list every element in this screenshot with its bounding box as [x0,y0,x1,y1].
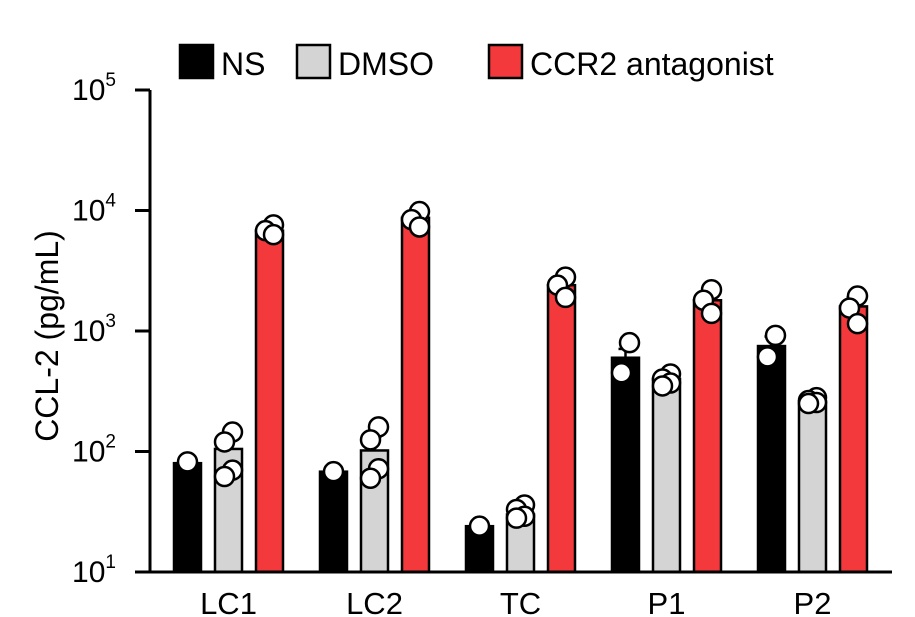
bar-group-lc1 [172,214,285,574]
y-axis-title: CCL-2 (pg/mL) [29,230,65,442]
legend-label: CCR2 antagonist [530,46,774,82]
legend-swatch [487,43,524,80]
y-tick-exponent: 3 [105,311,116,332]
data-point [618,331,641,354]
data-point [797,392,820,415]
legend-item-dmso: DMSO [295,43,434,82]
x-tick-label: P2 [794,586,832,617]
legend-swatch [178,43,215,80]
y-tick-base: 10 [72,195,105,228]
x-tick-label: LC2 [346,586,403,617]
y-tick-base: 10 [72,556,105,589]
data-point [262,223,285,246]
data-point [359,429,382,451]
bar-ccr2-antagonist-lc2 [400,216,431,574]
x-tick-label: LC1 [200,586,257,617]
y-tick-base: 10 [72,315,105,348]
y-tick-label: 101 [72,552,116,589]
bar-group-p1 [610,278,723,574]
bar-ccr2-antagonist-p2 [838,305,869,574]
bar-group-p2 [756,285,869,574]
y-tick-base: 10 [72,436,105,469]
y-tick-exponent: 5 [105,70,116,91]
legend-label: NS [221,46,265,82]
bar-ccr2-antagonist-p1 [692,298,723,574]
bars-layer [172,200,869,574]
bar-ns-lc1 [172,461,203,574]
data-point [176,451,199,473]
y-tick-label: 104 [72,191,116,228]
data-point [468,515,491,537]
legend-label: DMSO [338,46,434,82]
bar-group-lc2 [318,200,431,574]
y-tick-label: 103 [72,311,116,348]
data-point [408,216,431,238]
x-tick-label: TC [500,586,541,617]
data-point [213,465,236,488]
data-point [610,362,633,384]
bar-ns-lc2 [318,470,349,574]
bar-dmso-p1 [651,377,682,574]
bar-ccr2-antagonist-tc [546,283,577,574]
legend-item-ns: NS [178,43,265,82]
y-tick-base: 10 [72,74,105,107]
legend-swatch [295,43,332,80]
y-tick-exponent: 1 [105,552,116,573]
bar-ccr2-antagonist-lc1 [254,229,285,574]
y-tick-label: 105 [72,70,116,107]
legend-item-ccr2-antagonist: CCR2 antagonist [487,43,774,82]
bar-ns-p1 [610,356,641,574]
y-tick-exponent: 4 [105,191,116,212]
y-tick-exponent: 2 [105,432,116,453]
data-point [505,507,528,529]
data-point [322,460,345,483]
data-point [554,286,577,309]
y-tick-label: 102 [72,432,116,469]
legend: NS DMSO CCR2 antagonist [178,43,774,82]
data-point [700,302,723,325]
data-point [846,312,869,335]
data-point [764,324,787,347]
bar-ns-p2 [756,344,787,574]
data-point [359,467,382,489]
data-point [213,431,236,453]
bar-group-tc [464,266,577,574]
x-tick-label: P1 [648,586,686,617]
bar-dmso-p2 [797,400,828,574]
x-axis: LC1 LC2 TC P1 P2 [148,570,892,617]
data-point [756,346,779,368]
data-point [651,375,674,397]
